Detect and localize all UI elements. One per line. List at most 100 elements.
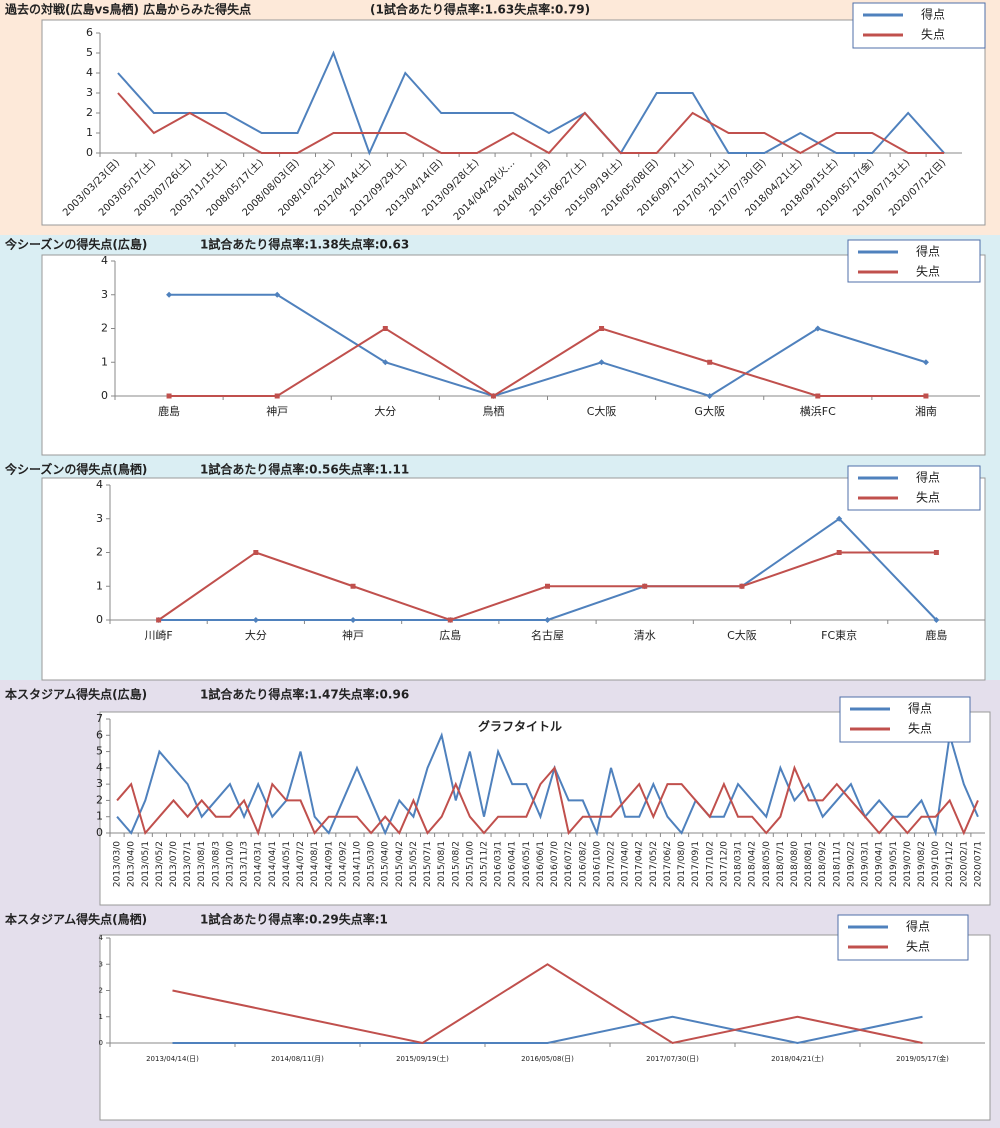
series-line: [169, 293, 927, 398]
x-tick-label: 2013/05/2: [155, 841, 165, 887]
x-tick-label: 2014/07/2: [296, 841, 306, 887]
marker: [814, 325, 821, 332]
marker: [382, 326, 388, 331]
x-tick-label: 2017/05/2: [649, 841, 659, 887]
x-tick-label: 2013/03/0: [113, 841, 123, 887]
x-tick-label: 2019/11/2: [945, 841, 955, 887]
marker: [707, 359, 713, 365]
x-tick-label: 2015/10/0: [465, 841, 475, 887]
x-tick-label: 2016/05/1: [522, 841, 532, 887]
x-tick-label: 2019/10/0: [931, 841, 941, 887]
marker: [253, 550, 259, 555]
y-tick-label: 3: [96, 777, 103, 790]
x-tick-label: 2013/05/1: [141, 841, 151, 887]
x-tick-label: 2016/03/1: [494, 841, 504, 887]
x-tick-label: 2015/11/2: [479, 841, 489, 887]
y-tick-label: 3: [99, 960, 103, 968]
x-tick-label: 2014/05/1: [282, 841, 292, 887]
x-tick-label: 2017/02/2: [607, 841, 617, 887]
legend: [837, 914, 969, 961]
x-tick-label: 2013/11/3: [240, 841, 250, 887]
y-tick-label: 4: [96, 478, 103, 491]
x-tick-label: 2018/04/21(土): [771, 1054, 824, 1063]
legend-label: 得点: [916, 470, 940, 485]
marker: [922, 359, 929, 366]
marker: [274, 393, 280, 399]
x-tick-label: 2014/08/11(月): [271, 1055, 324, 1063]
y-tick-label: 5: [96, 745, 103, 758]
y-tick-label: 3: [86, 86, 93, 99]
x-tick-label: 2014/09/2: [338, 841, 348, 887]
x-tick-label: 2014/03/1: [254, 841, 264, 887]
x-tick-label: 2016/06/1: [536, 841, 546, 887]
marker: [706, 393, 713, 399]
y-tick-label: 1: [96, 810, 103, 823]
series-line: [116, 732, 979, 837]
y-tick-label: 2: [86, 106, 93, 119]
marker: [166, 291, 173, 298]
x-tick-label: 2015/08/1: [437, 841, 447, 887]
marker: [350, 583, 356, 589]
x-tick-label: 広島: [439, 628, 461, 642]
x-tick-label: 2017/04/0: [621, 841, 631, 887]
x-tick-label: 湘南: [915, 404, 937, 418]
x-tick-label: 2018/07/1: [776, 841, 786, 887]
y-tick-label: 0: [96, 826, 103, 839]
x-tick-label: 2013/10/0: [225, 841, 235, 887]
x-tick-label: FC東京: [821, 628, 857, 642]
x-tick-label: 2018/05/0: [762, 841, 772, 887]
marker: [598, 359, 605, 366]
chart-subtitle: 1試合あたり得点率:0.56失点率:1.11: [200, 462, 409, 477]
marker: [545, 583, 550, 589]
x-tick-label: 2014/11/0: [352, 841, 362, 887]
y-tick-label: 1: [101, 355, 108, 368]
legend-label: 得点: [908, 701, 932, 716]
y-tick-label: 6: [86, 26, 93, 39]
marker: [252, 617, 259, 623]
x-tick-label: 2018/04/2: [748, 841, 758, 887]
x-tick-label: 2013/07/0: [169, 841, 179, 887]
legend-label: 失点: [906, 939, 930, 954]
x-tick-label: 2018/11/1: [832, 841, 842, 887]
marker: [274, 291, 281, 298]
x-tick-label: 2017/06/2: [663, 841, 673, 887]
chart-box: [99, 934, 991, 1121]
x-tick-label: 2015/08/2: [451, 841, 461, 887]
chart-header: 今シーズンの得失点(広島): [4, 237, 147, 252]
chart-header: 本スタジアム得失点(鳥栖): [5, 912, 147, 927]
marker: [933, 617, 940, 623]
marker: [933, 550, 939, 555]
x-tick-label: 2016/07/2: [564, 841, 574, 887]
x-tick-label: 2015/07/1: [423, 841, 433, 887]
x-tick-label: 2019/05/1: [889, 841, 899, 887]
x-tick-label: C大阪: [727, 628, 757, 642]
marker: [815, 393, 821, 399]
x-tick-label: 2019/05/17(金): [896, 1054, 949, 1063]
x-tick-label: 2017/09/1: [691, 841, 701, 887]
marker: [156, 617, 162, 623]
x-tick-label: 2016/04/1: [508, 841, 518, 887]
legend: [839, 696, 971, 743]
series-line: [116, 764, 979, 836]
legend: [847, 239, 981, 283]
x-tick-label: 2018/08/1: [804, 841, 814, 887]
marker: [382, 359, 389, 366]
x-tick-label: 横浜FC: [800, 404, 836, 418]
y-tick-label: 3: [96, 512, 103, 525]
x-tick-label: 2017/12/0: [719, 841, 729, 887]
legend-label: 得点: [916, 244, 940, 259]
y-tick-label: 2: [96, 793, 103, 806]
x-tick-label: 2015/03/0: [367, 841, 377, 887]
x-tick-label: G大阪: [694, 404, 725, 418]
x-tick-label: 2019/04/1: [875, 841, 885, 887]
series-line: [117, 50, 945, 156]
y-tick-label: 1: [99, 1013, 103, 1021]
chart-subtitle: 1試合あたり得点率:1.47失点率:0.96: [200, 687, 409, 702]
y-tick-label: 6: [96, 728, 103, 741]
x-tick-label: 2020/07/1: [973, 841, 983, 887]
chart-subtitle: 1試合あたり得点率:1.38失点率:0.63: [200, 237, 409, 252]
chart-box: [41, 254, 986, 456]
legend: [847, 465, 981, 511]
x-tick-label: 2015/04/0: [381, 841, 391, 887]
